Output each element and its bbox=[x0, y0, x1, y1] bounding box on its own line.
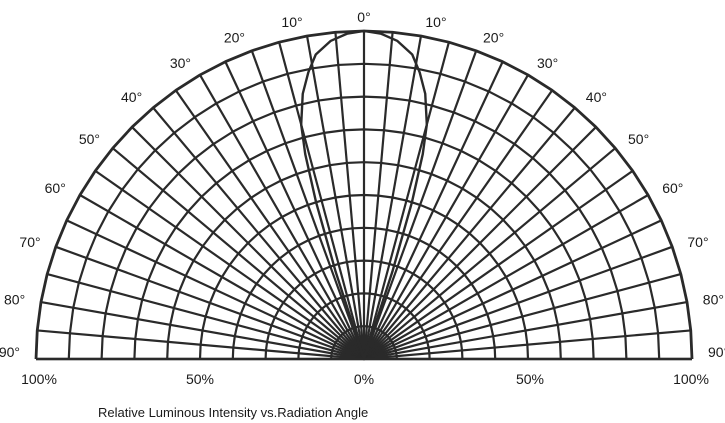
angle-tick-label-right-50: 50° bbox=[628, 131, 649, 147]
grid-ring bbox=[100, 95, 628, 360]
radius-tick-label-right-100: 100% bbox=[673, 371, 709, 387]
polar-grid bbox=[34, 29, 694, 361]
intensity-curves bbox=[299, 29, 429, 361]
grid-ring bbox=[330, 325, 398, 360]
angle-tick-label-right-10: 10° bbox=[425, 14, 446, 30]
grid-ring bbox=[67, 62, 661, 360]
angle-tick-labels: 0° 10° 20° 30° 40° 50° 60° 70° 80° 90° 10° 20° 30° 40… bbox=[0, 9, 725, 360]
grid-ring bbox=[231, 226, 497, 360]
radius-tick-label-right-50: 50% bbox=[516, 371, 544, 387]
angle-tick-label-left-60: 60° bbox=[45, 180, 66, 196]
angle-tick-label-left-50: 50° bbox=[79, 131, 100, 147]
angle-tick-label-right-70: 70° bbox=[687, 234, 708, 250]
angle-tick-label-0: 0° bbox=[357, 9, 370, 25]
angle-tick-label-right-20: 20° bbox=[483, 30, 504, 46]
radius-tick-label-center-0: 0% bbox=[354, 371, 374, 387]
grid-ring bbox=[297, 292, 431, 360]
angle-tick-label-right-40: 40° bbox=[586, 89, 607, 105]
angle-tick-label-right-80: 80° bbox=[703, 292, 724, 308]
angle-tick-label-right-30: 30° bbox=[537, 55, 558, 71]
grid-ring bbox=[166, 161, 562, 360]
angle-tick-label-left-90: 90° bbox=[0, 344, 20, 360]
angle-tick-label-left-70: 70° bbox=[19, 234, 40, 250]
angle-tick-label-right-90: 90° bbox=[708, 344, 725, 360]
angle-tick-label-left-20: 20° bbox=[224, 30, 245, 46]
grid-ring bbox=[133, 128, 595, 360]
grid-ring bbox=[264, 259, 464, 360]
grid-ring bbox=[198, 193, 530, 360]
intensity-curve bbox=[299, 29, 429, 361]
radius-tick-label-left-100: 100% bbox=[21, 371, 57, 387]
angle-tick-label-left-80: 80° bbox=[4, 292, 25, 308]
angle-tick-label-right-60: 60° bbox=[662, 180, 683, 196]
chart-caption: Relative Luminous Intensity vs.Radiation… bbox=[98, 405, 368, 420]
radius-tick-label-left-50: 50% bbox=[186, 371, 214, 387]
angle-tick-label-left-40: 40° bbox=[121, 89, 142, 105]
radius-tick-labels: 100% 50% 0% 50% 100% bbox=[21, 371, 709, 387]
angle-tick-label-left-30: 30° bbox=[170, 55, 191, 71]
angle-tick-label-left-10: 10° bbox=[281, 14, 302, 30]
